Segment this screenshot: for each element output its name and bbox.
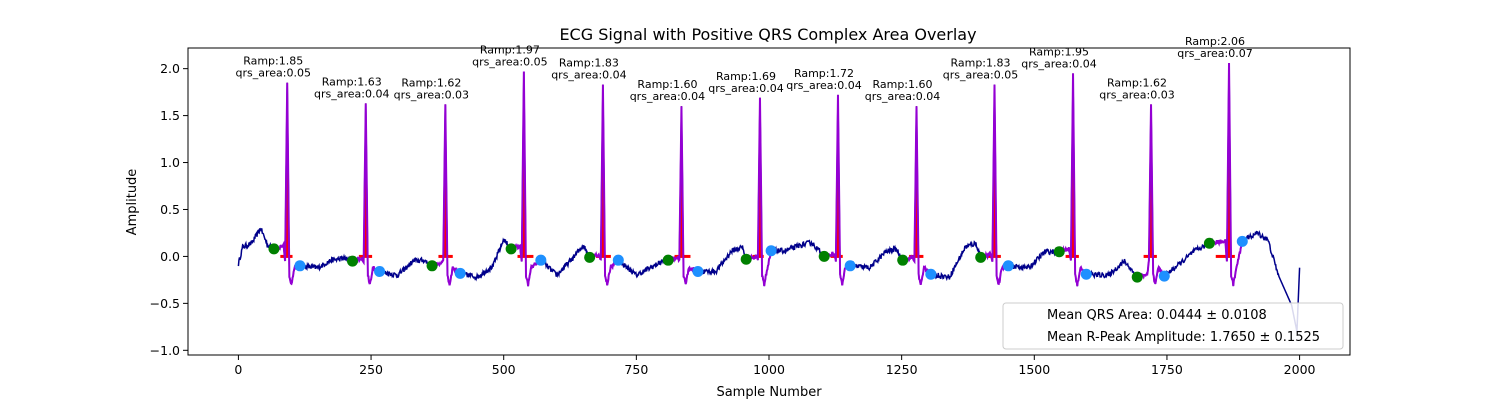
legend-entry-mean-qrs-area: Mean QRS Area: 0.0444 ± 0.0108 xyxy=(1047,308,1267,323)
legend-box xyxy=(1002,302,1344,350)
r-peak-amplitude-label: Ramp:1.60 xyxy=(872,78,932,91)
qrs-segment-line xyxy=(510,71,542,287)
qrs-offset-marker xyxy=(1158,270,1170,282)
qrs-area-label: qrs_area:0.03 xyxy=(394,88,469,101)
qrs-area-label: qrs_area:0.05 xyxy=(472,55,547,68)
qrs-offset-marker xyxy=(844,260,856,272)
r-peak-amplitude-label: Ramp:1.62 xyxy=(401,76,461,89)
qrs-area-baseline xyxy=(438,254,453,258)
r-peak-amplitude-label: Ramp:2.06 xyxy=(1185,35,1245,48)
qrs-onset-marker xyxy=(740,253,752,265)
qrs-offset-marker xyxy=(1236,235,1248,247)
y-axis-label: Amplitude xyxy=(125,169,140,236)
r-peak-amplitude-label: Ramp:1.69 xyxy=(716,70,776,83)
qrs-onset-marker xyxy=(1203,237,1215,249)
qrs-onset-marker xyxy=(505,243,517,255)
qrs-offset-marker xyxy=(612,254,624,266)
qrs-area-baseline xyxy=(987,254,1001,258)
plot-area: Ramp:1.85qrs_area:0.05Ramp:1.63qrs_area:… xyxy=(235,35,1301,332)
qrs-area-label: qrs_area:0.04 xyxy=(1021,57,1096,70)
qrs-onset-marker xyxy=(426,260,438,272)
x-tick-label: 750 xyxy=(624,362,648,377)
qrs-area-label: qrs_area:0.04 xyxy=(314,87,389,100)
qrs-area-baseline xyxy=(1215,254,1235,258)
qrs-onset-marker xyxy=(268,243,280,255)
qrs-area-label: qrs_area:0.04 xyxy=(786,79,861,92)
qrs-area-baseline xyxy=(1143,254,1157,258)
y-tick-label: 2.0 xyxy=(160,61,180,76)
r-peak-amplitude-label: Ramp:1.62 xyxy=(1107,76,1167,89)
qrs-area-label: qrs_area:0.04 xyxy=(551,69,626,82)
x-tick-label: 1750 xyxy=(1151,362,1183,377)
qrs-offset-marker xyxy=(454,267,466,279)
qrs-area-baseline xyxy=(596,254,611,258)
qrs-offset-marker xyxy=(1080,268,1092,280)
r-peak-amplitude-label: Ramp:1.95 xyxy=(1029,45,1089,58)
qrs-offset-marker xyxy=(1002,260,1014,272)
qrs-onset-marker xyxy=(818,250,830,262)
ecg-signal-line xyxy=(237,63,1301,332)
x-tick-label: 1250 xyxy=(886,362,918,377)
x-tick-label: 250 xyxy=(359,362,383,377)
qrs-onset-marker xyxy=(897,254,909,266)
qrs-area-label: qrs_area:0.07 xyxy=(1177,47,1252,60)
qrs-onset-marker xyxy=(975,251,987,263)
qrs-area-baseline xyxy=(909,254,924,258)
y-tick-label: 1.5 xyxy=(160,108,180,123)
qrs-offset-marker xyxy=(374,265,386,277)
qrs-area-label: qrs_area:0.04 xyxy=(708,82,783,95)
y-tick-label: 1.0 xyxy=(160,155,180,170)
qrs-offset-marker xyxy=(294,260,306,272)
y-tick-label: −0.5 xyxy=(150,296,180,311)
qrs-area-baseline xyxy=(280,254,293,258)
y-tick-label: 0.0 xyxy=(160,249,180,264)
qrs-onset-marker xyxy=(346,255,358,267)
x-tick-label: 500 xyxy=(492,362,516,377)
r-peak-amplitude-label: Ramp:1.83 xyxy=(559,57,619,70)
x-tick-label: 0 xyxy=(234,362,242,377)
axes: 0 250 500 750 1000 1250 1500 1750 2000 −1.0 −0.5 0.… xyxy=(150,61,1316,377)
qrs-area-label: qrs_area:0.04 xyxy=(630,90,705,103)
qrs-onset-marker xyxy=(1131,271,1143,283)
r-peak-amplitude-label: Ramp:1.63 xyxy=(322,75,382,88)
qrs-area-label: qrs_area:0.04 xyxy=(865,90,940,103)
qrs-offset-marker xyxy=(535,254,547,266)
r-peak-amplitude-label: Ramp:1.85 xyxy=(243,55,303,68)
qrs-onset-marker xyxy=(662,254,674,266)
qrs-area-label: qrs_area:0.05 xyxy=(943,69,1018,82)
y-tick-label: −1.0 xyxy=(150,343,180,358)
qrs-offset-marker xyxy=(692,265,704,277)
qrs-area-label: qrs_area:0.05 xyxy=(235,67,310,80)
x-tick-label: 1500 xyxy=(1018,362,1050,377)
chart-title: ECG Signal with Positive QRS Complex Are… xyxy=(559,25,976,44)
r-peak-amplitude-label: Ramp:1.97 xyxy=(480,43,540,56)
qrs-offset-marker xyxy=(925,268,937,280)
x-tick-label: 1000 xyxy=(753,362,785,377)
qrs-area-baseline xyxy=(1065,254,1079,258)
r-peak-amplitude-label: Ramp:1.60 xyxy=(637,78,697,91)
qrs-area-baseline xyxy=(358,254,373,258)
qrs-offset-marker xyxy=(765,245,777,257)
legend: Mean QRS Area: 0.0444 ± 0.0108 Mean R-Pe… xyxy=(1002,302,1344,350)
qrs-onset-marker xyxy=(584,251,596,263)
qrs-area-label: qrs_area:0.03 xyxy=(1099,88,1174,101)
qrs-onset-marker xyxy=(1053,246,1065,258)
r-peak-amplitude-label: Ramp:1.83 xyxy=(950,57,1010,70)
r-peak-amplitude-label: Ramp:1.72 xyxy=(794,67,854,80)
y-tick-label: 0.5 xyxy=(160,202,180,217)
qrs-segment-line xyxy=(431,104,462,286)
x-axis-label: Sample Number xyxy=(716,385,822,400)
qrs-segment-line xyxy=(1208,63,1244,287)
x-tick-label: 2000 xyxy=(1284,362,1316,377)
legend-entry-mean-r-peak-amplitude: Mean R-Peak Amplitude: 1.7650 ± 0.1525 xyxy=(1047,330,1320,345)
